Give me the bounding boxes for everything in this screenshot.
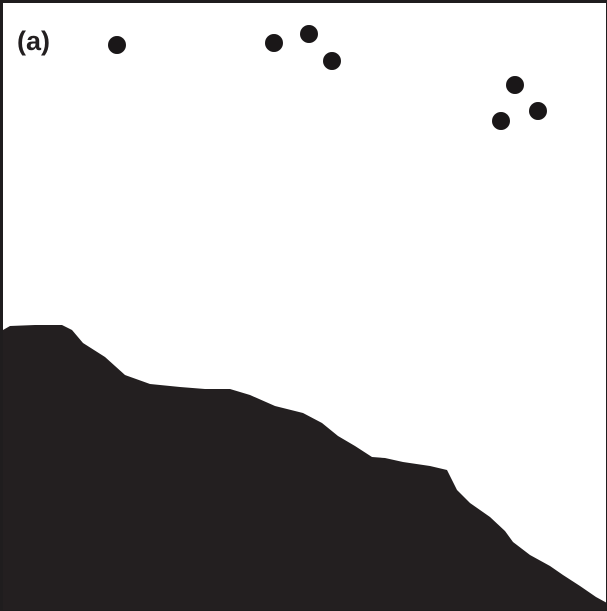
particle bbox=[529, 102, 547, 120]
particle bbox=[300, 25, 318, 43]
particle bbox=[108, 36, 126, 54]
terrain-silhouette bbox=[3, 325, 607, 611]
panel-label: (a) bbox=[17, 26, 50, 56]
particle-group bbox=[108, 25, 547, 130]
particle bbox=[506, 76, 524, 94]
particle bbox=[265, 34, 283, 52]
particle bbox=[492, 112, 510, 130]
particle bbox=[323, 52, 341, 70]
